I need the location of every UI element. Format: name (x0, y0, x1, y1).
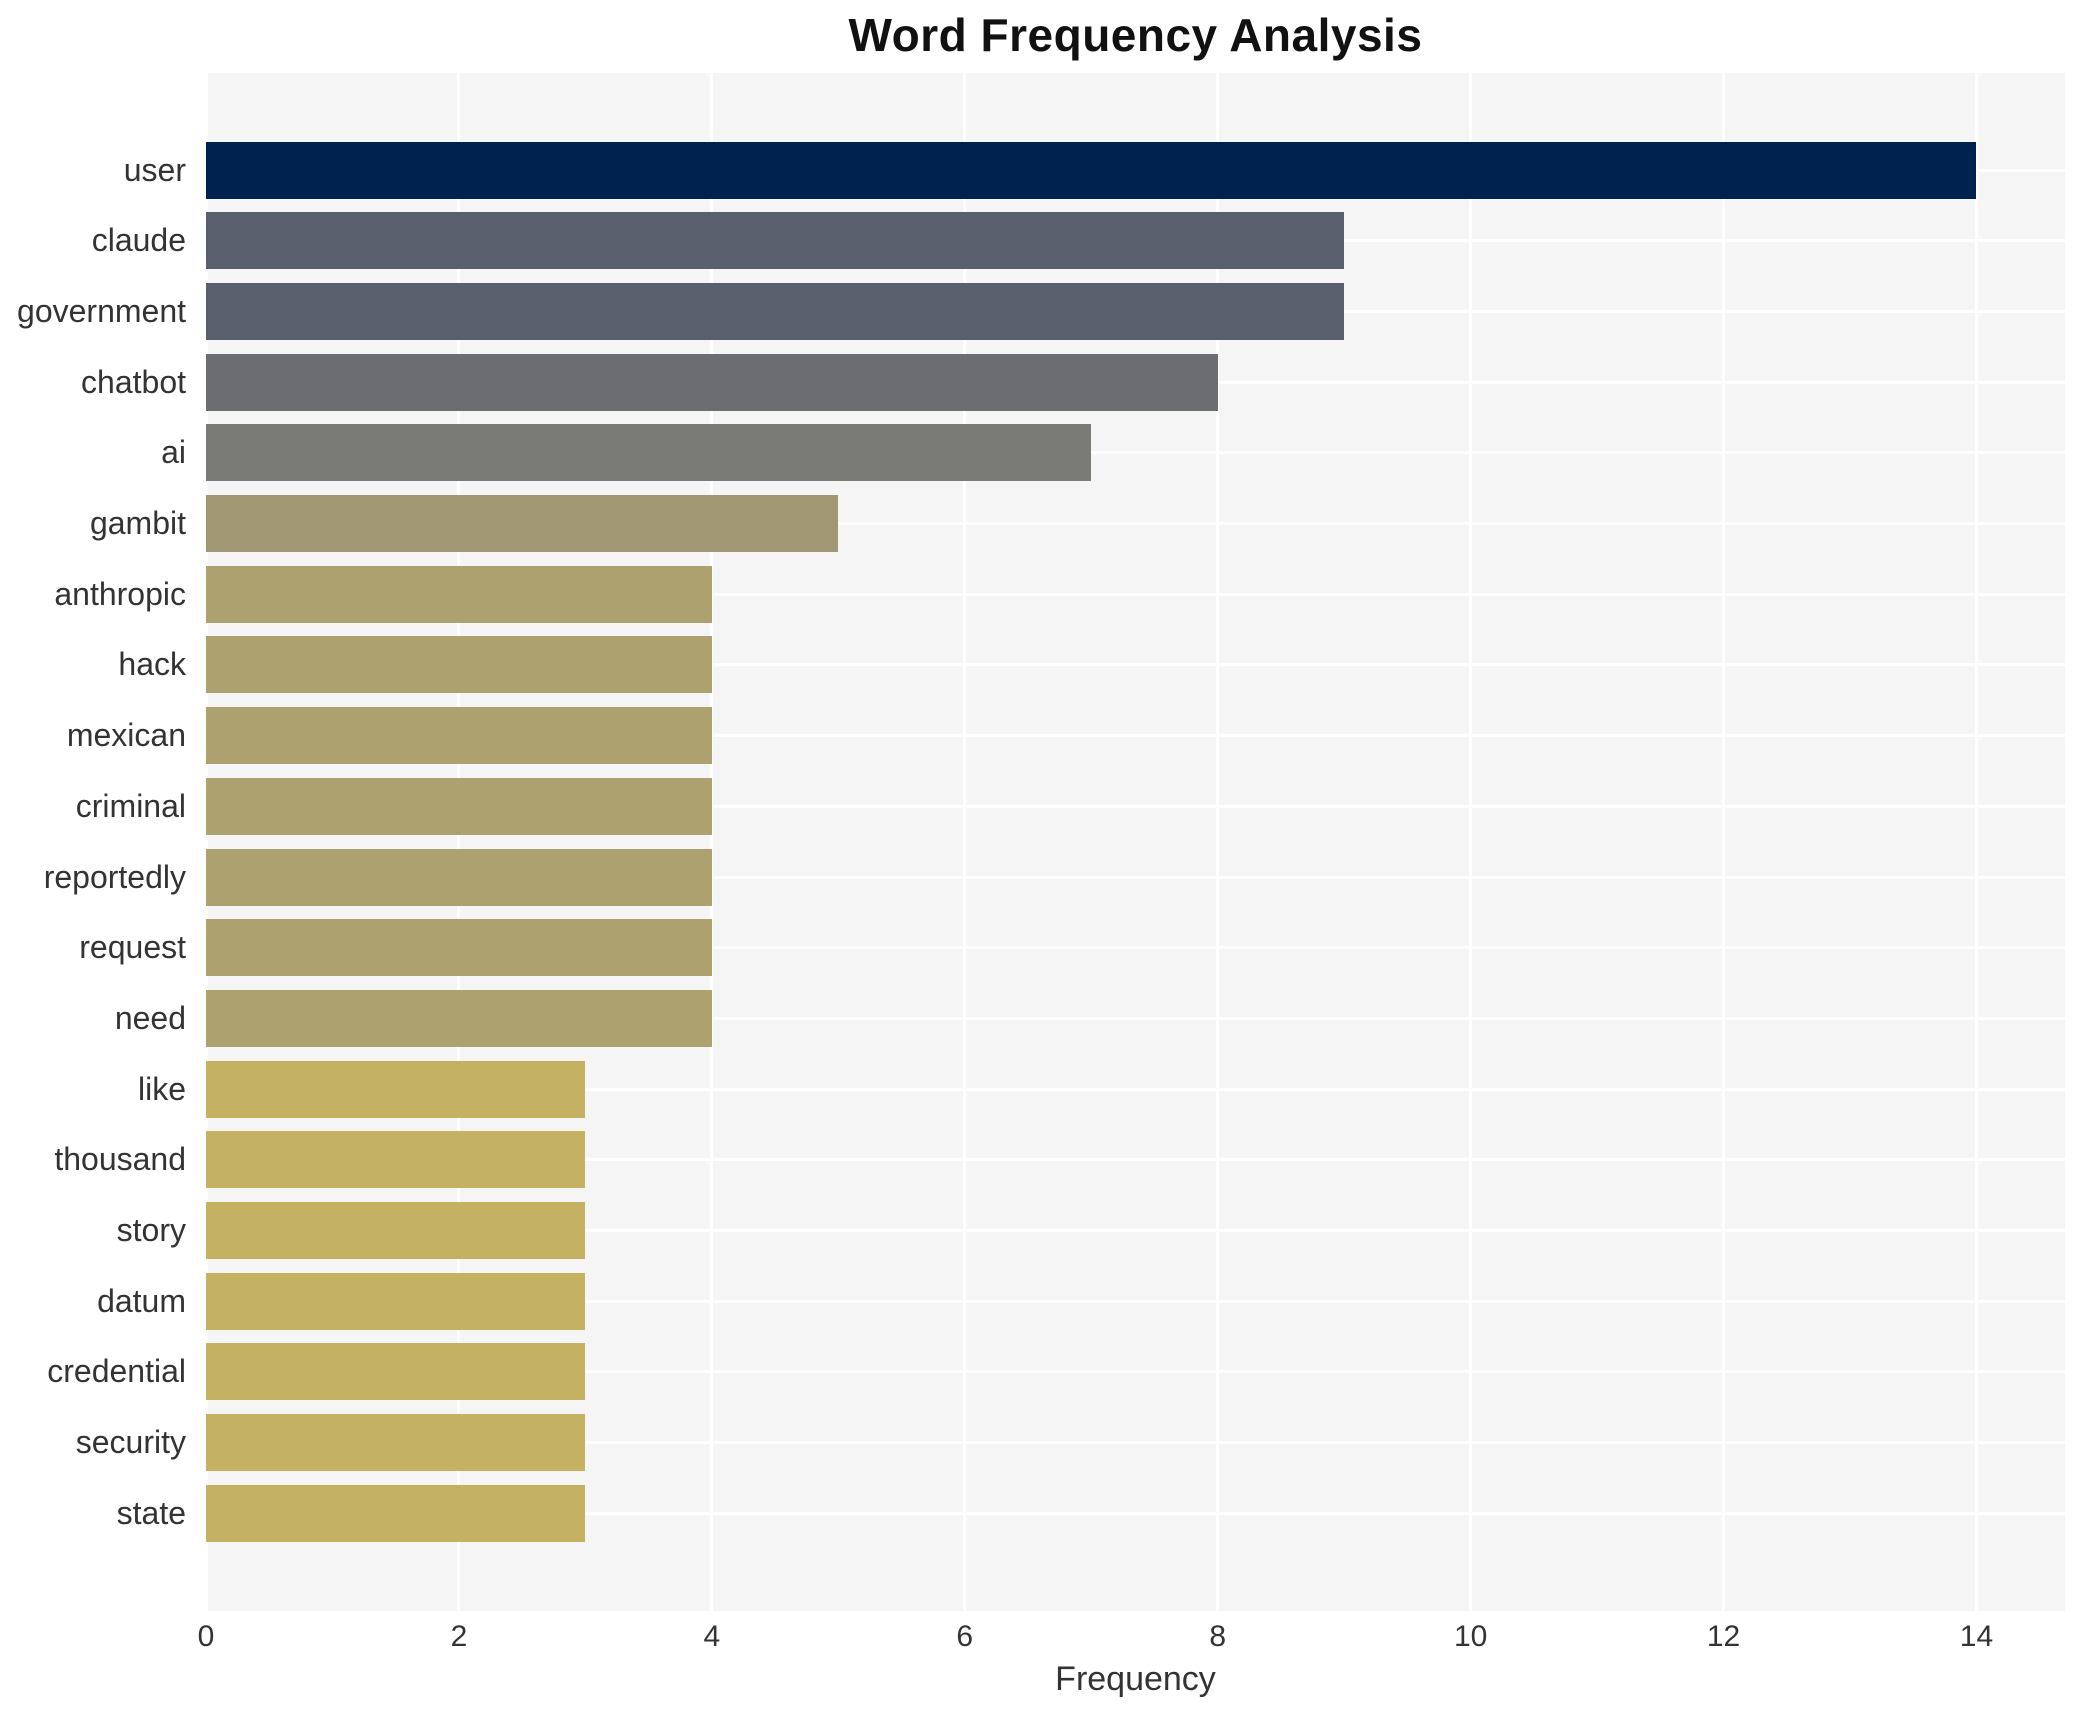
plot-area (204, 73, 2065, 1611)
y-tick-label-hack: hack (118, 646, 186, 683)
y-tick-label-need: need (114, 999, 186, 1036)
v-gridline (1469, 73, 1473, 1611)
v-gridline (457, 73, 461, 1611)
y-axis-labels: user claude government chatbot ai gambit anthr… (0, 73, 196, 1611)
y-tick-label-story: story (116, 1212, 186, 1248)
bar-datum (206, 1272, 586, 1330)
bar-chatbot (206, 353, 1218, 411)
bar-story (206, 1202, 586, 1259)
h-gridline (206, 1229, 2065, 1232)
y-tick-label-ai: ai (161, 434, 186, 471)
y-tick-label-request: request (79, 929, 186, 966)
x-tick-label-6: 6 (956, 1620, 974, 1653)
y-tick-label-security: security (75, 1424, 186, 1461)
h-gridline (206, 1087, 2065, 1091)
v-gridline (1216, 73, 1220, 1611)
y-tick-label-mexican: mexican (66, 717, 186, 754)
h-gridline (206, 804, 2065, 808)
bar-government (206, 282, 1345, 340)
x-tick-label-14: 14 (1959, 1620, 1994, 1653)
v-gridline (204, 73, 208, 1611)
y-tick-label-state: state (116, 1494, 186, 1531)
bar-ai (206, 424, 1092, 482)
h-gridline (206, 522, 2065, 525)
y-tick-label-thousand: thousand (54, 1141, 186, 1178)
y-tick-label-government: government (17, 292, 186, 329)
h-gridline (206, 1299, 2065, 1303)
h-gridline (206, 1511, 2065, 1515)
h-gridline (206, 875, 2065, 879)
y-tick-label-user: user (123, 151, 186, 188)
h-gridline (206, 1158, 2065, 1162)
y-tick-label-reportedly: reportedly (43, 858, 186, 895)
v-gridline (1974, 73, 1978, 1611)
bar-mexican (206, 707, 712, 765)
bar-user (206, 141, 1977, 199)
h-gridline (206, 592, 2065, 596)
h-gridline (206, 1370, 2065, 1374)
bar-anthropic (206, 565, 712, 623)
v-gridline (710, 73, 714, 1611)
bar-thousand (206, 1131, 586, 1189)
x-axis-label: Frequency (1055, 1660, 1216, 1698)
bar-request (206, 919, 712, 977)
chart-title: Word Frequency Analysis (848, 9, 1423, 61)
bar-criminal (206, 777, 712, 835)
h-gridline (206, 663, 2065, 667)
v-gridline (1722, 73, 1726, 1611)
y-tick-label-gambit: gambit (89, 505, 186, 541)
x-tick-label-4: 4 (703, 1620, 721, 1653)
y-tick-label-datum: datum (97, 1282, 186, 1319)
v-gridline (963, 73, 967, 1611)
bar-credential (206, 1343, 586, 1401)
h-gridline (206, 1016, 2065, 1020)
x-tick-label-10: 10 (1453, 1620, 1488, 1653)
bar-state (206, 1484, 586, 1542)
y-tick-label-like: like (137, 1070, 186, 1107)
y-tick-label-credential: credential (47, 1353, 186, 1390)
x-tick-label-12: 12 (1706, 1620, 1741, 1653)
h-gridline (206, 734, 2065, 738)
x-tick-label-0: 0 (197, 1620, 215, 1653)
bar-security (206, 1414, 586, 1472)
x-tick-label-2: 2 (450, 1620, 468, 1653)
bar-like (206, 1060, 586, 1118)
bar-hack (206, 636, 712, 694)
bar-gambit (206, 495, 839, 552)
y-tick-label-claude: claude (91, 222, 186, 259)
bar-claude (206, 212, 1345, 270)
bar-reportedly (206, 848, 712, 906)
bar-need (206, 989, 712, 1047)
y-tick-label-criminal: criminal (75, 787, 186, 824)
x-tick-label-8: 8 (1209, 1620, 1227, 1653)
h-gridline (206, 451, 2065, 455)
h-gridline (206, 1441, 2065, 1445)
y-tick-label-chatbot: chatbot (81, 363, 186, 400)
h-gridline (206, 946, 2065, 950)
y-tick-label-anthropic: anthropic (54, 575, 186, 612)
